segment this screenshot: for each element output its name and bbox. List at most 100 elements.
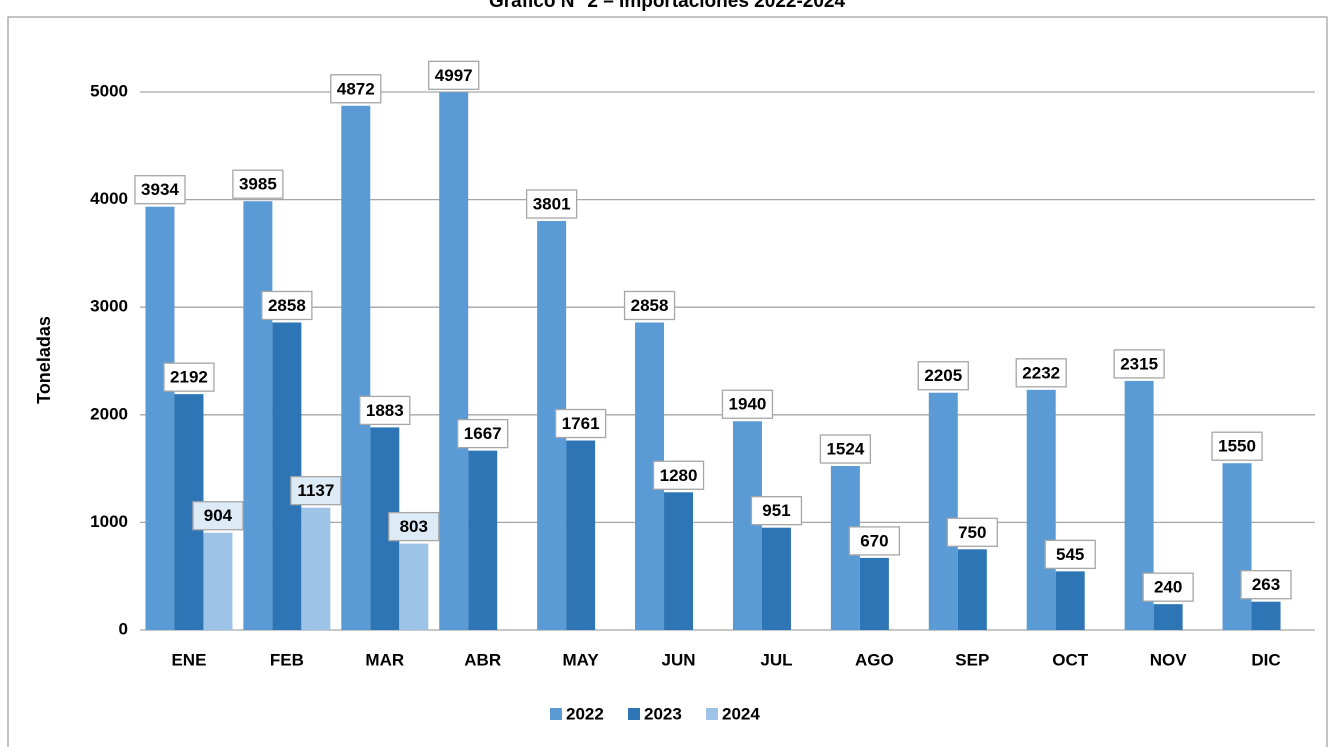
- data-label: 1280: [660, 466, 698, 485]
- data-label-box: [623, 290, 676, 321]
- y-tick-label: 4000: [90, 189, 128, 208]
- bar: [957, 549, 987, 630]
- data-label: 2205: [924, 366, 962, 385]
- data-label: 904: [204, 506, 233, 525]
- data-label-box: [457, 418, 509, 449]
- data-label: 803: [400, 517, 428, 536]
- x-tick-label: ABR: [464, 650, 501, 669]
- x-tick-label: MAR: [365, 650, 404, 669]
- data-label-box: [290, 476, 342, 506]
- bar: [439, 92, 469, 630]
- data-label-box: [232, 169, 284, 199]
- legend-swatch: [706, 708, 718, 720]
- data-label: 545: [1056, 545, 1084, 564]
- data-label-box: [359, 395, 411, 426]
- data-label-box: [428, 60, 480, 90]
- data-label: 240: [1154, 578, 1182, 597]
- data-label: 1550: [1218, 437, 1256, 456]
- data-label-box: [1211, 431, 1263, 461]
- bar: [859, 557, 889, 630]
- data-label: 750: [958, 523, 986, 542]
- y-tick-label: 2000: [90, 404, 128, 423]
- legend-label: 2022: [566, 704, 604, 723]
- x-tick-label: MAY: [563, 650, 600, 669]
- data-label: 3985: [239, 175, 277, 194]
- data-label: 1883: [366, 401, 404, 420]
- legend-label: 2023: [644, 704, 682, 723]
- y-tick-label: 3000: [90, 297, 128, 316]
- data-label: 4997: [435, 66, 473, 85]
- data-label-box: [848, 526, 901, 556]
- x-tick-label: FEB: [270, 650, 304, 669]
- data-label-box: [1240, 570, 1292, 600]
- legend-label: 2024: [722, 704, 760, 723]
- bar: [468, 450, 498, 630]
- y-tick-label: 5000: [90, 81, 128, 100]
- data-label: 4872: [337, 79, 375, 98]
- data-label-box: [1113, 349, 1165, 379]
- chart-title: Gráfico N° 2 – Importaciones 2022-2024: [489, 0, 846, 12]
- bar: [1251, 601, 1281, 630]
- bar: [203, 532, 233, 630]
- bar: [1153, 604, 1183, 630]
- data-label-box: [330, 74, 382, 104]
- data-label-box: [261, 290, 313, 321]
- data-label-box: [721, 389, 774, 419]
- bar: [732, 421, 762, 630]
- bar: [1222, 463, 1252, 630]
- data-label: 2192: [170, 368, 208, 387]
- data-label-box: [1142, 572, 1194, 602]
- bar: [1026, 389, 1056, 630]
- data-label: 670: [860, 531, 888, 550]
- y-tick-label: 1000: [90, 512, 128, 531]
- data-label: 1137: [297, 481, 334, 500]
- data-label: 1524: [826, 440, 864, 459]
- bar: [761, 527, 791, 630]
- data-label: 1761: [562, 414, 600, 433]
- data-label: 2315: [1120, 354, 1158, 373]
- data-label: 2858: [268, 296, 306, 315]
- bar: [928, 392, 958, 630]
- data-label: 1667: [464, 424, 502, 443]
- data-label-box: [525, 189, 578, 219]
- data-label-box: [134, 175, 186, 205]
- data-label: 3801: [533, 194, 571, 213]
- bar: [145, 206, 175, 630]
- data-label: 3934: [141, 180, 179, 199]
- data-label: 1940: [729, 395, 767, 414]
- x-tick-label: JUN: [662, 650, 696, 669]
- legend-swatch: [550, 708, 562, 720]
- x-tick-label: JUL: [760, 650, 792, 669]
- x-tick-label: SEP: [955, 650, 989, 669]
- bar: [664, 492, 694, 630]
- data-label-box: [388, 511, 440, 542]
- legend-swatch: [628, 708, 640, 720]
- bar: [399, 543, 429, 630]
- data-label-box: [554, 408, 607, 439]
- y-axis-label: Toneladas: [34, 316, 54, 404]
- data-label: 2858: [631, 296, 669, 315]
- y-tick-label: 0: [119, 619, 128, 638]
- x-tick-label: NOV: [1150, 650, 1188, 669]
- data-label-box: [819, 434, 872, 464]
- data-label: 263: [1252, 575, 1280, 594]
- data-label: 2232: [1022, 363, 1060, 382]
- bar: [301, 507, 331, 630]
- x-tick-label: OCT: [1052, 650, 1089, 669]
- data-label-box: [750, 496, 803, 526]
- data-label-box: [917, 361, 969, 391]
- bar: [341, 105, 371, 630]
- data-label-box: [1044, 539, 1096, 570]
- x-tick-label: ENE: [171, 650, 206, 669]
- data-label-box: [192, 501, 244, 531]
- data-label-box: [946, 517, 998, 547]
- x-tick-label: DIC: [1251, 650, 1280, 669]
- bar: [1055, 571, 1085, 630]
- data-label: 951: [762, 501, 790, 520]
- chart-frame: [7, 16, 1328, 747]
- bar: [243, 201, 273, 631]
- data-label-box: [652, 460, 705, 490]
- x-tick-label: AGO: [855, 650, 894, 669]
- data-label-box: [1015, 358, 1067, 388]
